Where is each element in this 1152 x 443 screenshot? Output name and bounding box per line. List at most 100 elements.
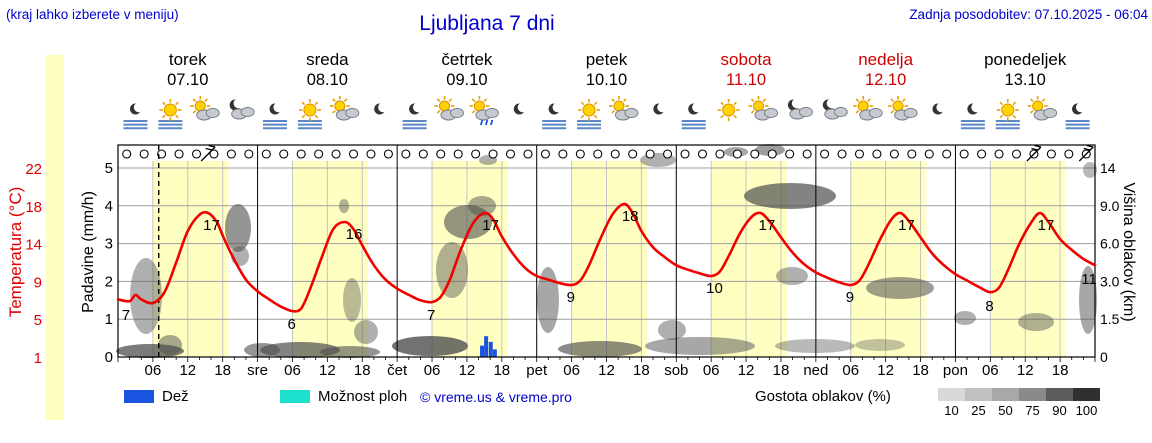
hour-label: 06	[563, 362, 580, 379]
cloud-blob	[158, 335, 182, 355]
day-name: nedelja	[858, 50, 914, 69]
cloud-density-label: Gostota oblakov (%)	[755, 388, 891, 405]
day-abbr-label: pon	[943, 362, 968, 379]
weather-icon-sun-fog	[158, 99, 183, 130]
precip-axis-tick: 0	[105, 349, 113, 366]
cloudcover-circle	[261, 149, 271, 159]
temp-axis-tick: 18	[25, 199, 42, 216]
cloud-density-tick: 100	[1075, 403, 1098, 418]
cloudcover-circle	[366, 149, 376, 159]
weather-icon-moon-fog	[1065, 102, 1090, 130]
cloud-blob	[855, 339, 905, 351]
day-date: 09.10	[446, 71, 488, 89]
precip-axis-tick: 2	[105, 273, 113, 290]
temp-value-label: 17	[1038, 217, 1055, 234]
cloudcover-circle	[593, 149, 603, 159]
temp-axis-tick: 14	[25, 237, 42, 254]
cloud-blob	[1079, 266, 1097, 334]
cloud-blob	[775, 339, 855, 353]
cloud-density-ticks: 10 25 50 75 90 100	[938, 403, 1100, 418]
cloudcover-circle	[663, 149, 673, 159]
day-header-sreda: sreda 08.10	[258, 50, 398, 90]
precip-axis-tick: 4	[105, 198, 113, 215]
temp-value-label: 8	[985, 298, 993, 315]
weather-icon-moon	[513, 102, 528, 115]
hour-label: 18	[354, 362, 371, 379]
cloudcover-circle	[994, 149, 1004, 159]
precip-axis-title: Padavine (mm/h)	[80, 191, 97, 313]
weather-icon-moon-fog	[402, 102, 427, 130]
cloudcover-circle	[348, 149, 359, 159]
hour-label: 12	[319, 362, 336, 379]
hour-label: 18	[1052, 362, 1069, 379]
temp-axis-tick: 9	[34, 274, 42, 291]
cloud-density-swatch	[1046, 388, 1073, 401]
weather-icon-sun-fog	[995, 99, 1020, 130]
cloudcover-circle	[418, 149, 428, 159]
cloud-blob	[1018, 313, 1054, 331]
weather-icon-sun-fog	[577, 99, 602, 130]
cloud-blob	[354, 320, 378, 344]
temperature-axis-title: Temperatura (°C)	[6, 186, 25, 318]
cloud-blob	[645, 337, 755, 355]
cloud-blob	[776, 267, 808, 285]
showers-label: Možnost ploh	[318, 388, 408, 405]
cloudcover-circle	[226, 149, 236, 159]
cloud-density-swatch	[965, 388, 992, 401]
cloud-blob	[468, 196, 496, 216]
cloud-blob	[954, 311, 976, 325]
temp-value-label: 10	[706, 280, 723, 297]
temperature-curve	[116, 202, 1097, 313]
menu-hint: (kraj lahko izberete v meniju)	[6, 7, 179, 22]
cloud-blob	[558, 341, 642, 357]
day-header-ponedeljek: ponedeljek 13.10	[955, 50, 1095, 90]
cloudcover-circle	[837, 149, 847, 159]
cloudcover-circle	[401, 149, 411, 159]
hour-label: 18	[493, 362, 510, 379]
cloudcover-circle	[174, 149, 184, 159]
cloudcover-circle	[505, 149, 516, 159]
cloudcover-circle	[1046, 149, 1056, 159]
showers-swatch	[280, 390, 310, 403]
hour-label: 12	[1017, 362, 1034, 379]
temp-value-label: 7	[427, 307, 435, 324]
cloudcover-circle	[628, 149, 638, 159]
cloudcover-circle	[279, 149, 289, 159]
cloudcover-circle	[820, 149, 830, 159]
cloudcover-circle	[854, 149, 865, 159]
weather-icon-sun-cloud	[748, 96, 779, 121]
cloudcover-circle	[157, 149, 167, 159]
cloudcover-circle	[872, 149, 882, 159]
precip-axis-tick: 3	[105, 236, 113, 253]
precip-axis-tick: 1	[105, 311, 113, 328]
cloud-density-tick: 25	[971, 403, 986, 418]
copyright-link[interactable]: © vreme.us & vreme.pro	[420, 389, 572, 405]
cloudcover-row	[122, 149, 1091, 159]
cloud-blob	[755, 144, 785, 156]
hour-label: 06	[703, 362, 720, 379]
day-date: 07.10	[167, 71, 209, 89]
weather-icon-sun-cloud	[434, 96, 464, 121]
hour-label: 18	[633, 362, 650, 379]
day-name: ponedeljek	[984, 50, 1067, 69]
cloud-blob	[130, 258, 162, 334]
day-date: 08.10	[306, 71, 348, 89]
hour-label: 12	[738, 362, 755, 379]
day-name: petek	[585, 50, 628, 69]
rain-bar	[484, 336, 489, 357]
hour-label: 06	[424, 362, 441, 379]
cloud-density-tick: 90	[1052, 403, 1067, 418]
temp-value-label: 6	[287, 316, 295, 333]
page-title: Ljubljana 7 dni	[419, 12, 555, 35]
rain-bar	[492, 349, 497, 357]
day-name: sreda	[306, 50, 349, 69]
cloud-density-tick: 10	[944, 403, 959, 418]
day-name: četrtek	[441, 50, 493, 69]
wind-barb-icon	[1078, 144, 1094, 162]
cloud-blob	[866, 277, 934, 299]
day-header-petek: petek 10.10	[537, 50, 677, 90]
temp-axis-tick: 1	[34, 350, 42, 367]
cloudcover-circle	[523, 149, 533, 159]
